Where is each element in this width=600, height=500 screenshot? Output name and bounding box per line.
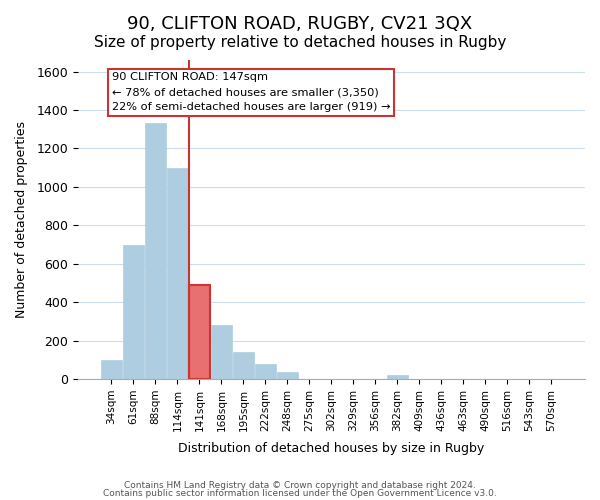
Bar [277,372,298,379]
Bar [167,168,188,379]
Text: 90, CLIFTON ROAD, RUGBY, CV21 3QX: 90, CLIFTON ROAD, RUGBY, CV21 3QX [127,15,473,33]
Bar [255,364,276,379]
Text: Size of property relative to detached houses in Rugby: Size of property relative to detached ho… [94,35,506,50]
X-axis label: Distribution of detached houses by size in Rugby: Distribution of detached houses by size … [178,442,485,455]
Bar [101,360,122,379]
Bar [123,244,144,379]
Bar [233,352,254,379]
Text: 90 CLIFTON ROAD: 147sqm
← 78% of detached houses are smaller (3,350)
22% of semi: 90 CLIFTON ROAD: 147sqm ← 78% of detache… [112,72,391,112]
Bar [189,285,210,379]
Bar [211,325,232,379]
Text: Contains HM Land Registry data © Crown copyright and database right 2024.: Contains HM Land Registry data © Crown c… [124,481,476,490]
Y-axis label: Number of detached properties: Number of detached properties [15,121,28,318]
Bar [145,124,166,379]
Text: Contains public sector information licensed under the Open Government Licence v3: Contains public sector information licen… [103,488,497,498]
Bar [387,375,408,379]
